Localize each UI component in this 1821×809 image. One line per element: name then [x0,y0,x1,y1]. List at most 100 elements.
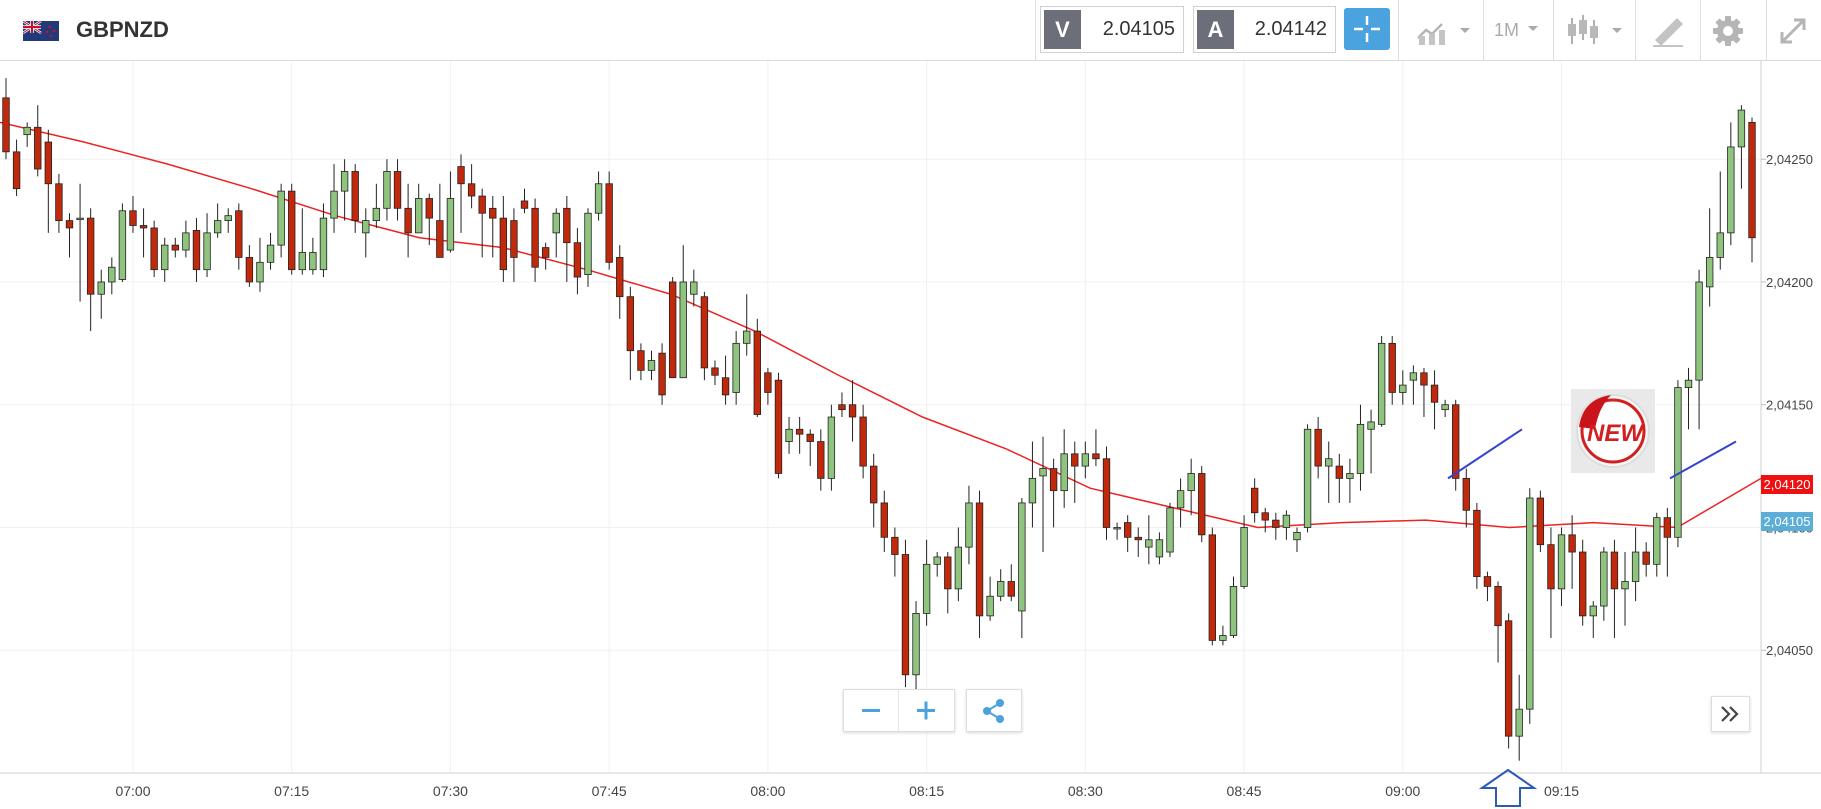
candle [573,227,582,295]
candle [721,355,730,405]
candle [1261,507,1269,533]
candle-body [785,428,793,442]
candle [340,159,349,221]
candle-body [76,217,84,221]
candle-body [44,141,53,185]
candle [563,196,571,282]
candle [86,208,95,332]
candle [2,78,10,160]
candle [1377,335,1386,427]
candle [425,193,433,246]
candle [235,203,243,270]
candle [1113,522,1121,540]
candle-body [457,166,465,185]
candle [203,213,211,278]
candle-body [1198,473,1206,536]
candle [817,429,825,491]
candle-body [700,296,709,369]
candle-body [288,190,296,271]
trend-line [1447,428,1523,480]
candle [1028,441,1037,528]
timeframe-dropdown[interactable]: 1M [1490,10,1548,50]
y-tick-label: 2,04200 [1766,275,1813,290]
candle-body [1674,387,1682,538]
candle [129,196,137,233]
candle [1325,441,1333,503]
indicators-button[interactable] [1562,10,1630,50]
candle-body [1388,342,1396,393]
candle [933,552,941,577]
candle [351,164,359,233]
candle [224,208,232,233]
candle-body [531,207,539,268]
scroll-to-latest-button[interactable] [1711,696,1750,732]
candle-body [563,207,571,244]
candle-body [1081,453,1090,467]
candle [457,154,465,233]
candle [1229,576,1238,638]
settings-button[interactable] [1708,10,1748,50]
candle [922,539,931,626]
crosshair-button[interactable] [1344,8,1390,50]
candle-body [1430,384,1439,403]
candle [679,245,687,379]
candle [1123,515,1132,553]
candle-body [446,198,455,251]
candle-body [817,441,825,479]
candle [616,245,624,319]
candle-body [1145,539,1153,548]
candle-body [467,183,476,197]
candle-body [870,465,878,504]
fullscreen-button[interactable] [1772,10,1814,50]
candle [1356,404,1365,491]
candle-body [415,198,423,234]
candle [785,417,793,454]
candle [1420,367,1428,417]
candle-body [1229,586,1238,636]
buy-price-box[interactable]: A 2.04142 [1193,6,1336,53]
toolbar-divider [1398,0,1399,60]
candle-body [1642,551,1650,565]
candle [76,183,84,302]
share-button[interactable] [966,689,1022,732]
candle [393,159,402,221]
candle-body [129,210,137,226]
candle [637,343,645,381]
candle [605,171,613,270]
candle-body [510,220,518,258]
candle-body [1515,708,1523,737]
drawing-tools-button[interactable] [1643,10,1693,50]
x-tick-label: 07:45 [592,783,627,799]
toolbar-divider [1483,0,1484,60]
candle [764,367,772,405]
candle-body [1737,109,1746,148]
candle-body [161,244,169,271]
candle [552,208,560,258]
candle [806,429,814,467]
x-axis: 07:00 07:15 07:30 07:45 08:00 08:15 08:30 08:45… [115,783,1579,799]
candle-body [616,257,624,298]
candle [1536,490,1545,553]
candle-body [1303,428,1312,528]
candle-body [1695,281,1703,381]
chart-type-button[interactable] [1410,10,1478,50]
candle-body [1071,453,1079,467]
sell-price-box[interactable]: V 2.04105 [1040,6,1184,53]
candle-body [1240,527,1248,587]
gear-icon [1713,16,1743,46]
candle [1060,429,1068,508]
candle-body [478,195,486,214]
candle-body [1335,465,1343,479]
candle [319,203,328,278]
candle-body [118,210,127,280]
chart-type-icon [1417,23,1470,45]
zoom-in-button[interactable] [899,690,953,731]
timeframe-label: 1M [1494,20,1520,40]
candle-body [34,126,42,170]
candle-body [1007,581,1015,597]
zoom-out-button[interactable] [844,690,899,731]
candle [1219,625,1227,646]
candle [192,218,201,282]
candle-body [1113,527,1121,530]
